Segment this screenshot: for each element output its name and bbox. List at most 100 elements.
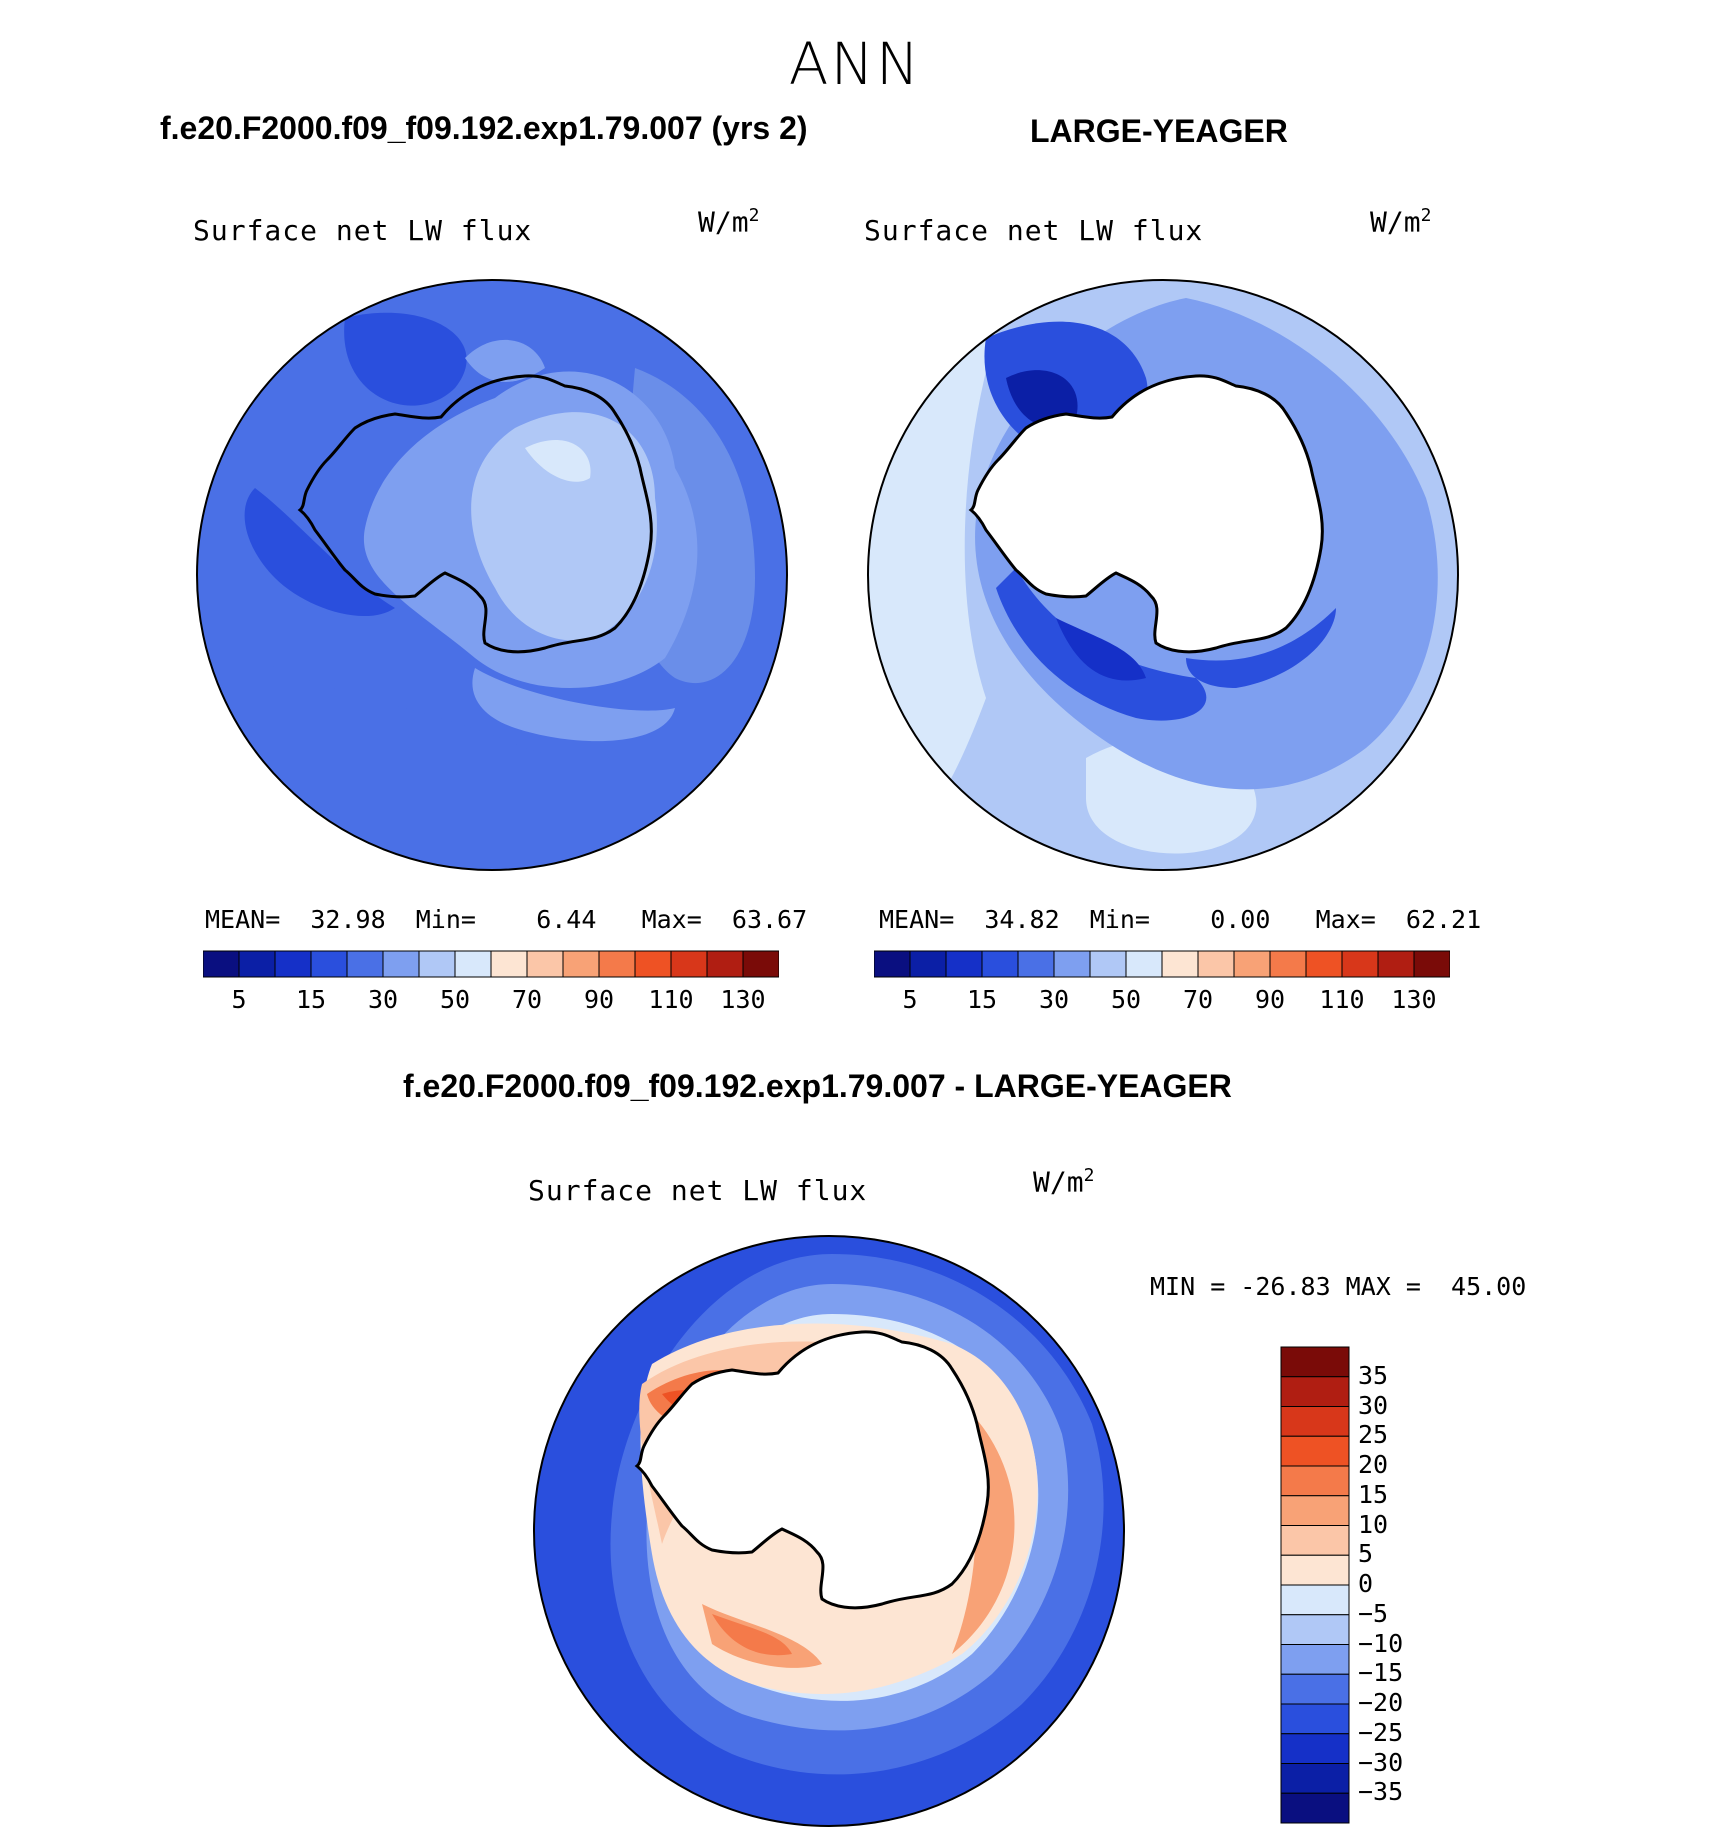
right-colorbar: [874, 950, 1450, 978]
colorbar-swatch: [418, 950, 456, 978]
colorbar-swatch: [981, 950, 1019, 978]
diff-colorbar-swatch: [1280, 1673, 1350, 1705]
colorbar-tick-label: 30: [367, 985, 399, 1014]
colorbar-tick-label: 90: [1254, 985, 1286, 1014]
diff-colorbar-swatch: [1280, 1733, 1350, 1764]
colorbar-swatch: [382, 950, 420, 978]
diff-colorbar-swatch: [1280, 1435, 1350, 1467]
colorbar-swatch: [454, 950, 492, 978]
diff-colorbar-tick-label: −20: [1358, 1688, 1404, 1717]
colorbar-tick-label: 50: [1110, 985, 1142, 1014]
colorbar-swatch: [1413, 950, 1450, 978]
diff-colorbar: [1280, 1346, 1350, 1824]
diff-colorbar-swatch: [1280, 1763, 1350, 1794]
colorbar-swatch: [1161, 950, 1199, 978]
colorbar-swatch: [1377, 950, 1415, 978]
diff-colorbar-swatch: [1280, 1525, 1350, 1556]
season-title: ANN: [788, 30, 922, 98]
left-colorbar-ticks: 5 15 30 50 70 90 110 130: [203, 985, 779, 1017]
diff-colorbar-tick-label: 10: [1358, 1509, 1389, 1539]
colorbar-swatch: [490, 950, 528, 978]
colorbar-swatch: [634, 950, 672, 978]
colorbar-tick-label: 15: [966, 985, 998, 1014]
right-case-title: LARGE-YEAGER: [1030, 113, 1288, 149]
colorbar-swatch: [1197, 950, 1235, 978]
diff-colorbar-tick-label: 20: [1358, 1450, 1389, 1479]
colorbar-tick-label: 5: [231, 985, 247, 1014]
diff-colorbar-swatch: [1280, 1792, 1350, 1824]
diff-title: f.e20.F2000.f09_f09.192.exp1.79.007 - LA…: [403, 1068, 1232, 1104]
colorbar-swatch: [945, 950, 983, 978]
colorbar-tick-label: 15: [295, 985, 327, 1014]
left-variable-label: Surface net LW flux: [193, 214, 533, 247]
diff-colorbar-swatch: [1280, 1346, 1350, 1378]
colorbar-swatch: [1233, 950, 1271, 978]
diff-colorbar-tick-label: 25: [1358, 1420, 1389, 1450]
colorbar-swatch: [909, 950, 947, 978]
left-polar-map: [196, 279, 788, 871]
colorbar-swatch: [346, 950, 384, 978]
right-variable-label: Surface net LW flux: [864, 214, 1204, 247]
diff-colorbar-tick-label: 35: [1358, 1360, 1389, 1390]
colorbar-swatch: [562, 950, 600, 978]
diff-colorbar-swatch: [1280, 1554, 1350, 1586]
diff-polar-map: [533, 1235, 1125, 1827]
colorbar-swatch: [1269, 950, 1307, 978]
colorbar-tick-label: 50: [439, 985, 471, 1014]
colorbar-swatch: [670, 950, 708, 978]
diff-colorbar-swatch: [1280, 1376, 1350, 1407]
diff-colorbar-tick-label: 30: [1358, 1390, 1389, 1420]
diff-colorbar-tick-label: −30: [1358, 1747, 1404, 1777]
colorbar-tick-label: 5: [902, 985, 918, 1014]
left-units-label: W/m2: [698, 205, 760, 239]
diff-colorbar-swatch: [1280, 1703, 1350, 1735]
diff-colorbar-tick-label: −25: [1358, 1717, 1404, 1747]
colorbar-swatch: [706, 950, 744, 978]
colorbar-swatch: [274, 950, 312, 978]
colorbar-swatch: [203, 950, 240, 978]
right-units-label: W/m2: [1370, 205, 1432, 239]
right-colorbar-ticks: 5 15 30 50 70 90 110 130: [874, 985, 1450, 1017]
colorbar-swatch: [526, 950, 564, 978]
colorbar-swatch: [874, 950, 911, 978]
colorbar-swatch: [1341, 950, 1379, 978]
colorbar-tick-label: 130: [1391, 985, 1437, 1014]
colorbar-swatch: [1305, 950, 1343, 978]
diff-colorbar-swatch: [1280, 1644, 1350, 1675]
diff-colorbar-tick-label: −10: [1358, 1628, 1404, 1658]
colorbar-swatch: [1017, 950, 1055, 978]
diff-variable-label: Surface net LW flux: [528, 1174, 868, 1207]
left-stats: MEAN= 32.98 Min= 6.44 Max= 63.67: [205, 905, 808, 934]
colorbar-tick-label: 30: [1038, 985, 1070, 1014]
left-case-title: f.e20.F2000.f09_f09.192.exp1.79.007 (yrs…: [160, 110, 808, 146]
colorbar-tick-label: 90: [583, 985, 615, 1014]
colorbar-tick-label: 70: [1182, 985, 1214, 1014]
diff-colorbar-swatch: [1280, 1584, 1350, 1616]
colorbar-swatch: [1053, 950, 1091, 978]
right-stats: MEAN= 34.82 Min= 0.00 Max= 62.21: [879, 905, 1482, 934]
diff-minmax: MIN = -26.83 MAX = 45.00: [1150, 1272, 1527, 1301]
diff-colorbar-swatch: [1280, 1614, 1350, 1645]
colorbar-tick-label: 110: [648, 985, 694, 1014]
colorbar-tick-label: 110: [1319, 985, 1365, 1014]
diff-units-label: W/m2: [1033, 1165, 1095, 1199]
colorbar-tick-label: 130: [720, 985, 766, 1014]
colorbar-swatch: [598, 950, 636, 978]
colorbar-swatch: [742, 950, 779, 978]
right-polar-map: [867, 279, 1459, 871]
diff-colorbar-ticks: 35 30 25 20 15 10 5 0 −5 −10 −15 −20 −25 −30 −35: [1358, 1346, 1478, 1824]
colorbar-swatch: [1125, 950, 1163, 978]
diff-colorbar-tick-label: 5: [1358, 1539, 1374, 1569]
colorbar-tick-label: 70: [511, 985, 543, 1014]
colorbar-swatch: [1089, 950, 1127, 978]
diff-colorbar-tick-label: −15: [1358, 1658, 1404, 1688]
left-colorbar: [203, 950, 779, 978]
colorbar-swatch: [238, 950, 276, 978]
diff-colorbar-swatch: [1280, 1406, 1350, 1437]
diff-colorbar-tick-label: −5: [1358, 1598, 1389, 1628]
diff-colorbar-swatch: [1280, 1495, 1350, 1526]
diff-colorbar-swatch: [1280, 1465, 1350, 1497]
diff-colorbar-tick-label: 0: [1358, 1569, 1374, 1598]
diff-colorbar-tick-label: −35: [1358, 1777, 1404, 1807]
diff-colorbar-tick-label: 15: [1358, 1479, 1389, 1509]
